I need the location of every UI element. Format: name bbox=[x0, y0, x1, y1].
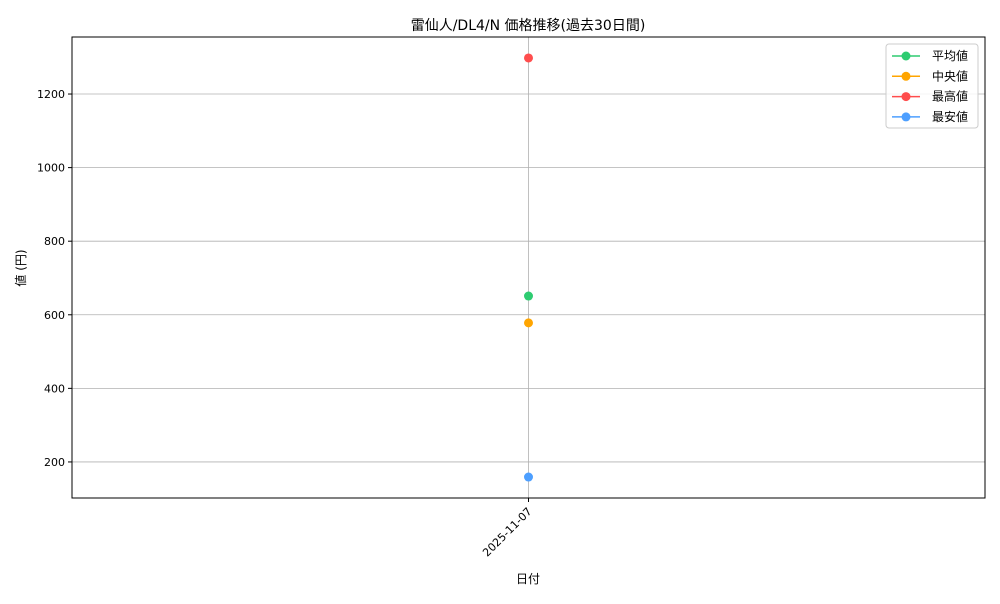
x-axis-label: 日付 bbox=[516, 572, 540, 586]
legend-marker bbox=[901, 92, 911, 102]
legend-marker bbox=[901, 112, 911, 122]
y-tick-label: 1200 bbox=[37, 88, 65, 101]
chart-title: 雷仙人/DL4/N 価格推移(過去30日間) bbox=[411, 18, 646, 34]
legend-label: 平均値 bbox=[932, 48, 968, 63]
data-point bbox=[524, 472, 533, 482]
plot-frame bbox=[71, 36, 986, 499]
data-point bbox=[524, 53, 533, 63]
y-tick-label: 600 bbox=[44, 309, 65, 322]
x-tick-label: 2025-11-07 bbox=[480, 505, 534, 559]
y-tick-label: 1000 bbox=[37, 162, 65, 175]
y-tick-label: 200 bbox=[44, 456, 65, 469]
legend-label: 最高値 bbox=[932, 89, 968, 104]
data-point bbox=[524, 318, 533, 328]
data-point bbox=[524, 291, 533, 301]
legend bbox=[885, 43, 979, 129]
legend-marker bbox=[901, 71, 911, 81]
legend-label: 中央値 bbox=[932, 68, 968, 83]
y-axis-label: 値 (円) bbox=[13, 249, 28, 286]
legend-label: 最安値 bbox=[932, 109, 968, 124]
y-tick-label: 800 bbox=[44, 235, 65, 248]
y-tick-label: 400 bbox=[44, 382, 65, 395]
legend-marker bbox=[901, 51, 911, 61]
